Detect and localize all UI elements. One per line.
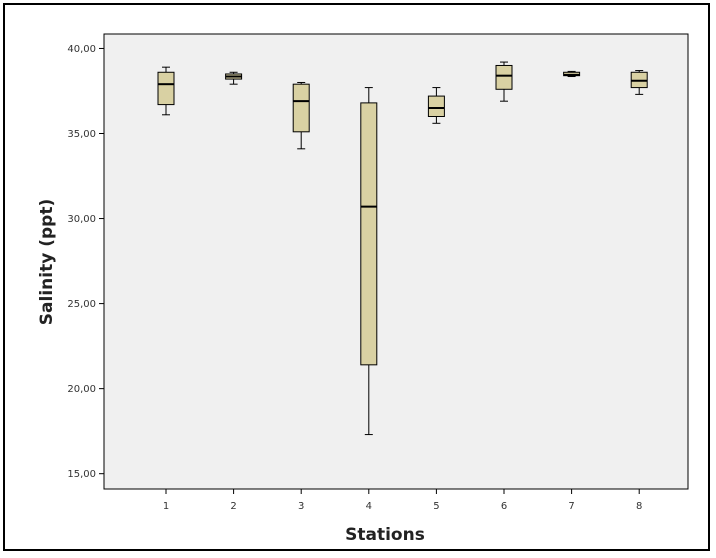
x-tick-label: 1 xyxy=(163,501,169,512)
y-axis-title: Salinity (ppt) xyxy=(37,199,57,325)
box-station-5 xyxy=(427,87,445,124)
iqr-box xyxy=(495,64,513,90)
y-tick-label: 15,00 xyxy=(67,469,96,480)
x-tick-label: 5 xyxy=(433,501,439,512)
box-station-3 xyxy=(292,81,310,150)
y-tick-label: 25,00 xyxy=(67,299,96,310)
y-tick-label: 35,00 xyxy=(67,129,96,140)
x-tick-label: 8 xyxy=(636,501,642,512)
box-station-6 xyxy=(495,61,513,102)
x-tick-label: 2 xyxy=(230,501,236,512)
x-axis-title: Stations xyxy=(345,525,425,545)
iqr-box xyxy=(427,95,445,117)
box-station-8 xyxy=(630,70,648,95)
box-series xyxy=(157,61,648,436)
box-station-4 xyxy=(360,87,378,436)
box-station-2 xyxy=(225,71,243,85)
box-station-7 xyxy=(563,70,581,78)
x-axis: 1 2 3 4 5 6 7 8 xyxy=(163,489,642,512)
x-tick-label: 3 xyxy=(298,501,304,512)
iqr-box xyxy=(292,83,310,133)
plot-area xyxy=(103,33,689,490)
y-axis: 15,00 20,00 25,00 30,00 35,00 40,00 xyxy=(67,44,104,480)
iqr-box xyxy=(360,102,378,366)
box-station-1 xyxy=(157,66,175,116)
x-tick-label: 7 xyxy=(568,501,574,512)
x-tick-label: 4 xyxy=(366,501,372,512)
y-tick-label: 30,00 xyxy=(67,214,96,225)
y-tick-label: 40,00 xyxy=(67,44,96,55)
x-tick-label: 6 xyxy=(501,501,507,512)
iqr-box xyxy=(157,71,175,106)
y-tick-label: 20,00 xyxy=(67,384,96,395)
